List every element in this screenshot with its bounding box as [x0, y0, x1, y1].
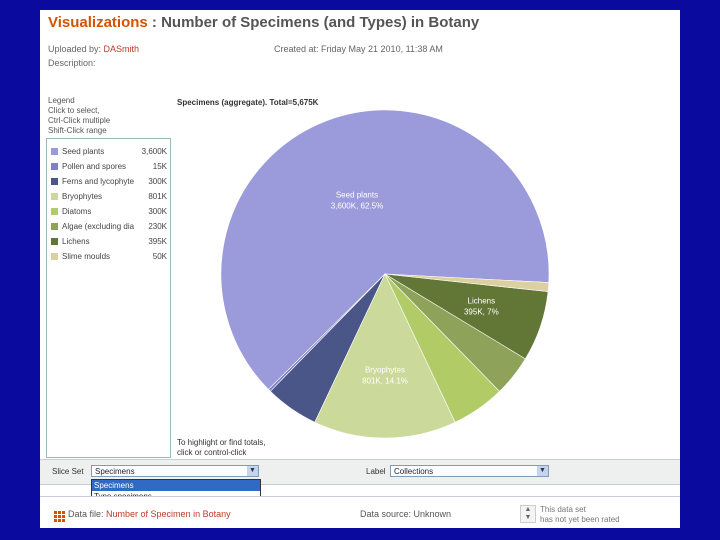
legend-swatch: [51, 193, 58, 200]
rating-stepper[interactable]: ▲ ▼: [520, 505, 536, 523]
label-select-label: Label: [366, 467, 386, 476]
pie-slice-label: Bryophytes: [365, 366, 405, 375]
rating-line2: has not yet been rated: [540, 515, 620, 524]
uploader-link[interactable]: DASmith: [103, 44, 140, 54]
chevron-down-icon[interactable]: ▼: [247, 466, 258, 476]
pie-slice-value: 3,600K, 62.5%: [331, 201, 383, 210]
label-select[interactable]: Collections ▼: [390, 465, 549, 477]
slice-set-select[interactable]: Specimens ▼: [91, 465, 259, 477]
uploaded-label: Uploaded by:: [48, 44, 104, 54]
legend-hint-ctrl: Ctrl-Click multiple: [48, 116, 111, 125]
legend-value: 3,600K: [141, 147, 167, 156]
legend-value: 395K: [148, 237, 167, 246]
uploaded-by: Uploaded by: DASmith: [48, 44, 139, 54]
legend-value: 50K: [152, 252, 167, 261]
data-file: Data file: Number of Specimen in Botany: [68, 509, 231, 519]
legend-label: Seed plants: [62, 147, 105, 156]
chart-title: Specimens (aggregate). Total=5,675K: [177, 98, 319, 107]
legend-hint-shift: Shift-Click range: [48, 126, 107, 135]
data-table-icon: [54, 511, 65, 522]
pie-slice-label: Seed plants: [336, 190, 378, 199]
legend-swatch: [51, 208, 58, 215]
highlight-hint: To highlight or find totals, click or co…: [177, 438, 266, 458]
legend-hint-title: Legend: [48, 96, 75, 105]
page-title: Visualizations : Number of Specimens (an…: [48, 14, 479, 31]
legend-box: Seed plants 3,600K Pollen and spores 15K Fer…: [46, 138, 171, 458]
data-file-link[interactable]: Number of Specimen in Botany: [106, 509, 231, 519]
pie-slice-seed-plants[interactable]: [220, 109, 550, 390]
data-source: Data source: Unknown: [360, 509, 451, 519]
title-text: : Number of Specimens (and Types) in Bot…: [147, 14, 480, 31]
legend-hint-click: Click to select,: [48, 106, 100, 115]
pie-slice-slime-moulds[interactable]: [384, 273, 550, 292]
legend-label: Algae (excluding dia…: [62, 222, 134, 231]
data-source-label: Data source:: [360, 509, 414, 519]
legend-value: 801K: [148, 192, 167, 201]
pie-chart: Seed plants 3,600K, 62.5% Bryophytes 801K, …: [220, 109, 550, 439]
rating-line1: This data set: [540, 505, 586, 514]
legend-item[interactable]: Lichens 395K: [51, 235, 169, 249]
created-label: Created at:: [274, 44, 322, 54]
chevron-down-icon[interactable]: ▼: [537, 466, 548, 476]
legend-label: Lichens: [62, 237, 90, 246]
legend-label: Diatoms: [62, 207, 92, 216]
legend-value: 15K: [152, 162, 167, 171]
legend-value: 300K: [148, 207, 167, 216]
legend-hint: Legend Click to select, Ctrl-Click multi…: [48, 96, 110, 136]
legend-item[interactable]: Slime moulds 50K: [51, 250, 169, 264]
visualizations-link[interactable]: Visualizations: [48, 14, 148, 31]
legend-swatch: [51, 223, 58, 230]
data-source-value: Unknown: [413, 509, 452, 519]
legend-swatch: [51, 163, 58, 170]
pie-slice-value: 801K, 14.1%: [362, 377, 408, 386]
footer: Data file: Number of Specimen in Botany …: [40, 496, 680, 528]
highlight-hint-line2: click or control-click: [177, 448, 247, 457]
slice-set-label: Slice Set: [52, 467, 84, 476]
description-label: Description:: [48, 58, 96, 68]
visualization-panel: Visualizations : Number of Specimens (an…: [40, 10, 680, 528]
label-select-value: Collections: [394, 467, 434, 476]
data-file-label: Data file:: [68, 509, 107, 519]
legend-item[interactable]: Algae (excluding dia… 230K: [51, 220, 169, 234]
legend-swatch: [51, 238, 58, 245]
legend-item[interactable]: Ferns and lycophytes 300K: [51, 175, 169, 189]
rating-status: This data set has not yet been rated: [540, 505, 620, 525]
legend-label: Ferns and lycophytes: [62, 177, 134, 186]
legend-item[interactable]: Seed plants 3,600K: [51, 145, 169, 159]
dropdown-option-specimens[interactable]: Specimens: [92, 480, 260, 491]
legend-label: Pollen and spores: [62, 162, 127, 171]
created-value: Friday May 21 2010, 11:38 AM: [321, 44, 443, 54]
pie-slice-bryophytes[interactable]: [314, 273, 456, 439]
created-at: Created at: Friday May 21 2010, 11:38 AM: [274, 44, 443, 54]
legend-label: Bryophytes: [62, 192, 103, 201]
legend-item[interactable]: Bryophytes 801K: [51, 190, 169, 204]
legend-swatch: [51, 253, 58, 260]
legend-swatch: [51, 148, 58, 155]
highlight-hint-line1: To highlight or find totals,: [177, 438, 266, 447]
legend-swatch: [51, 178, 58, 185]
legend-value: 230K: [148, 222, 167, 231]
legend-item[interactable]: Diatoms 300K: [51, 205, 169, 219]
pie-slice-label: Lichens: [468, 297, 496, 306]
pie-slice-value: 395K, 7%: [464, 308, 499, 317]
legend-value: 300K: [148, 177, 167, 186]
slice-set-value: Specimens: [95, 467, 135, 476]
legend-item[interactable]: Pollen and spores 15K: [51, 160, 169, 174]
legend-label: Slime moulds: [62, 252, 111, 261]
